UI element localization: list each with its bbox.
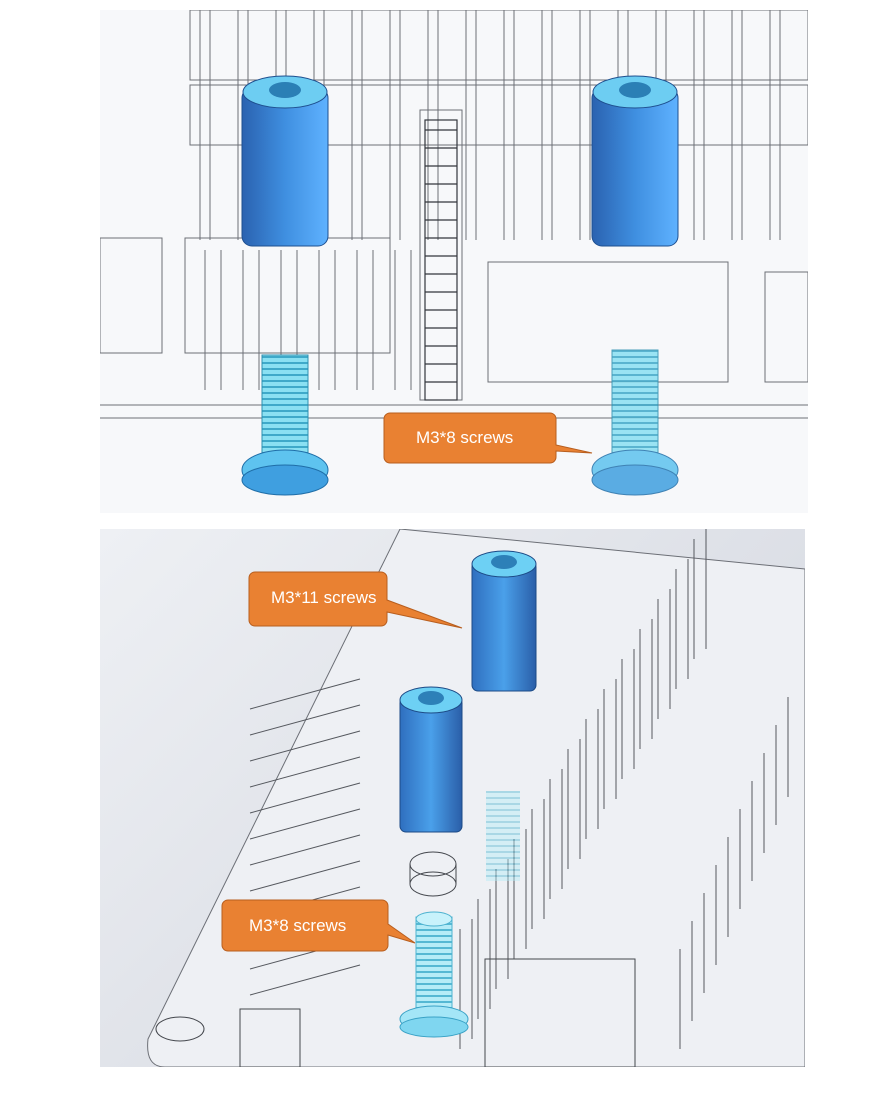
hex-standoff-left-icon xyxy=(241,75,329,247)
bottom-view-panel: M3*11 screws M3*8 screws xyxy=(100,529,805,1067)
screw-left-icon xyxy=(241,354,329,496)
hex-standoff-upper-icon xyxy=(471,550,537,692)
callout-text-standoffs: M3*11 screws xyxy=(271,588,377,607)
pin-header-row xyxy=(189,10,808,81)
connector-block xyxy=(100,84,808,419)
callout-text-top-screws: M3*8 screws xyxy=(416,428,514,447)
callout-bubble-top xyxy=(383,412,593,464)
hex-standoff-right-icon xyxy=(591,75,679,247)
callout-bubble-screws xyxy=(221,899,416,952)
screw-right-icon xyxy=(591,349,679,496)
hex-standoff-lower-icon xyxy=(399,686,463,833)
top-view-drawing xyxy=(100,10,808,496)
bottom-view-drawing xyxy=(147,529,805,1067)
ladder-connector xyxy=(424,119,458,401)
screw-hidden-icon xyxy=(486,791,520,881)
callout-bubble-standoffs xyxy=(248,571,463,629)
top-view-panel: M3*8 screws xyxy=(100,10,808,513)
screw-lower-icon xyxy=(399,911,469,1038)
callout-text-bottom-screws: M3*8 screws xyxy=(249,916,347,935)
